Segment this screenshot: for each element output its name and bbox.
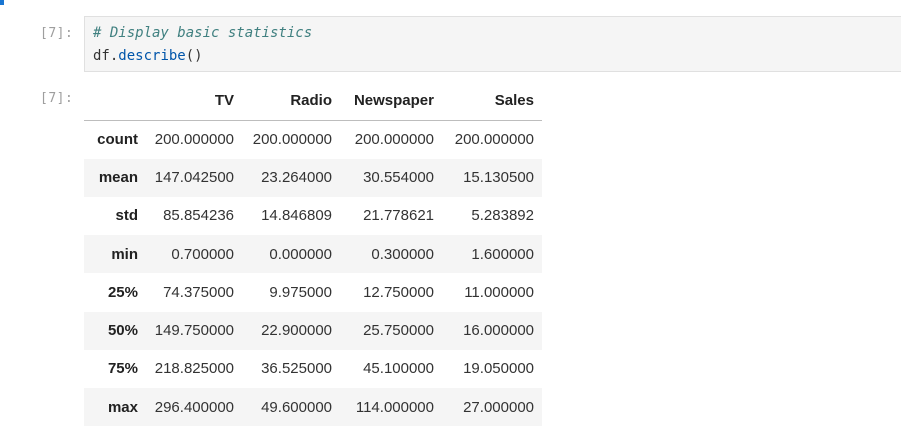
table-cell: 49.600000	[261, 398, 332, 416]
table-cell: 12.750000	[363, 283, 434, 301]
table-cell: 23.264000	[261, 169, 332, 187]
column-header: Newspaper	[340, 82, 442, 121]
table-cell: 200.000000	[454, 131, 534, 149]
row-label: max	[107, 398, 138, 416]
table-cell: 200.000000	[354, 131, 434, 149]
table-cell: 36.525000	[261, 360, 332, 378]
table-cell: 16.000000	[463, 322, 534, 340]
table-row: mean 147.042500 23.264000 30.554000 15.1…	[84, 158, 542, 197]
row-label: std	[115, 207, 139, 225]
table-cell: 45.100000	[363, 360, 434, 378]
column-header: TV	[146, 82, 242, 121]
input-prompt: [7]:	[40, 26, 74, 41]
table-cell: 218.825000	[154, 360, 234, 378]
table-row: count 200.000000 200.000000 200.000000 2…	[84, 120, 542, 158]
table-cell: 19.050000	[463, 360, 534, 378]
table-row: 50% 149.750000 22.900000 25.750000 16.00…	[84, 311, 542, 350]
column-header: Sales	[442, 82, 542, 121]
table-cell: 85.854236	[163, 207, 234, 225]
row-label: mean	[98, 169, 138, 187]
table-cell: 149.750000	[154, 322, 234, 340]
table-cell: 200.000000	[154, 131, 234, 149]
table-cell: 9.975000	[269, 283, 332, 301]
table-cell: 22.900000	[261, 322, 332, 340]
table-cell: 0.700000	[171, 245, 234, 263]
table-cell: 25.750000	[363, 322, 434, 340]
table-row: 25% 74.375000 9.975000 12.750000 11.0000…	[84, 273, 542, 311]
table-cell: 11.000000	[464, 283, 534, 301]
code-comment: # Display basic statistics	[93, 25, 313, 41]
index-header	[84, 82, 146, 121]
row-label: count	[97, 131, 138, 149]
column-header: Radio	[242, 82, 340, 121]
row-label: min	[111, 245, 138, 263]
table-row: min 0.700000 0.000000 0.300000 1.600000	[84, 235, 542, 274]
row-label: 25%	[107, 283, 138, 301]
code-function: describe	[118, 48, 186, 64]
table-cell: 0.000000	[269, 245, 332, 263]
code-line: df.describe()	[93, 45, 901, 68]
table-cell: 15.130500	[463, 169, 534, 187]
table-cell: 200.000000	[252, 131, 332, 149]
row-label: 50%	[107, 322, 138, 340]
table-cell: 296.400000	[154, 398, 234, 416]
table-cell: 74.375000	[163, 283, 234, 301]
table-cell: 21.778621	[363, 207, 434, 225]
table-cell: 5.283892	[471, 207, 534, 225]
table-cell: 0.300000	[371, 245, 434, 263]
row-label: 75%	[107, 360, 138, 378]
output-prompt: [7]:	[40, 91, 74, 106]
table-header-row: TV Radio Newspaper Sales	[84, 82, 542, 121]
code-parens: ()	[185, 48, 203, 64]
table-row: max 296.400000 49.600000 114.000000 27.0…	[84, 388, 542, 427]
code-editor[interactable]: # Display basic statistics df.describe()	[84, 16, 901, 72]
table-cell: 27.000000	[463, 398, 534, 416]
table-row: 75% 218.825000 36.525000 45.100000 19.05…	[84, 350, 542, 388]
table-cell: 114.000000	[355, 398, 434, 416]
active-cell-marker	[0, 0, 4, 5]
table-cell: 147.042500	[154, 169, 234, 187]
code-object: df.	[93, 48, 119, 64]
table-row: std 85.854236 14.846809 21.778621 5.2838…	[84, 197, 542, 235]
describe-output-table: TV Radio Newspaper Sales count 200.00000…	[84, 82, 542, 427]
table-cell: 1.600000	[471, 245, 534, 263]
table-cell: 30.554000	[363, 169, 434, 187]
table-cell: 14.846809	[261, 207, 332, 225]
